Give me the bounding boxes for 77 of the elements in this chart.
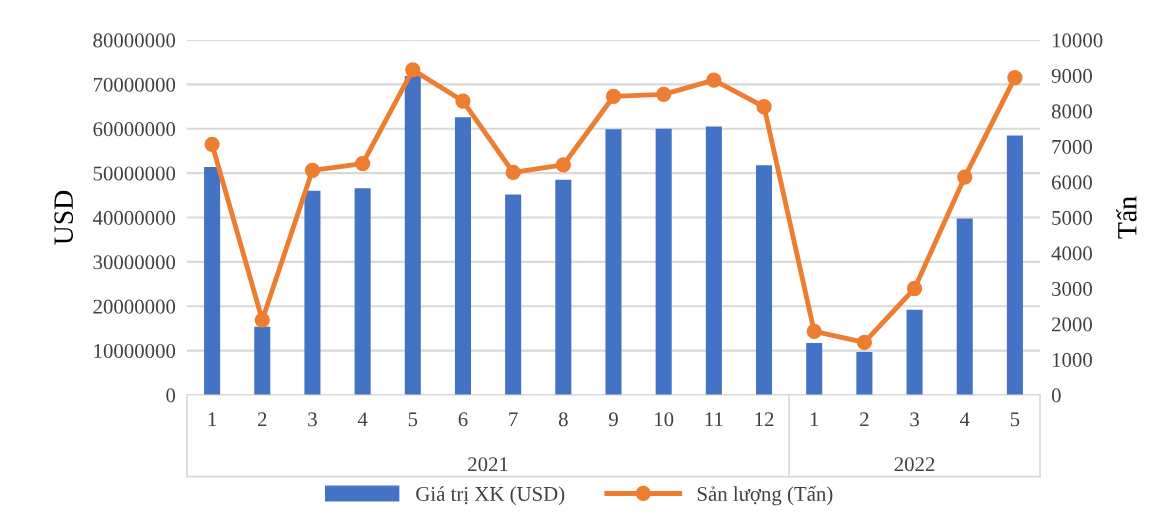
point [756, 99, 772, 115]
y-tick-label: 30000000 [93, 255, 176, 270]
y-tick-label: 20000000 [93, 299, 176, 314]
bar [906, 309, 923, 395]
bar [705, 126, 722, 395]
y2-tick-label: 9000 [1051, 68, 1092, 83]
text: 2021 [468, 457, 508, 472]
x-tick-label: 5 [1010, 412, 1020, 427]
x-tick-label: 2 [860, 412, 869, 427]
point [1007, 69, 1023, 86]
point [806, 323, 822, 340]
y-tick-label: 0 [166, 388, 176, 403]
bar [304, 190, 321, 395]
bar [404, 75, 421, 395]
x-tick-label: 5 [408, 412, 418, 427]
y-tick-label: 40000000 [92, 210, 176, 225]
point [304, 162, 321, 178]
bar [806, 343, 823, 395]
y-tick-label: 80000000 [93, 33, 176, 48]
x-tick-label: 9 [608, 412, 618, 427]
bar [254, 326, 271, 395]
point [906, 280, 923, 297]
point [856, 334, 873, 351]
point [656, 86, 672, 102]
y2-tick-label: 1000 [1052, 352, 1092, 367]
point [555, 157, 571, 173]
legend-label: Sản lượng (Tấn) [697, 485, 833, 506]
point [354, 155, 371, 172]
bar [956, 218, 973, 395]
point [405, 62, 421, 78]
point [957, 169, 973, 185]
point [204, 136, 220, 153]
y2-axis-title: Tấn [1116, 196, 1137, 239]
y2-tick-label: 4000 [1051, 246, 1092, 261]
y2-tick-label: 7000 [1052, 139, 1092, 154]
x-tick-label: 11 [705, 412, 723, 427]
x-tick-label: 1 [810, 412, 819, 427]
bar [505, 194, 522, 395]
x-tick-label: 4 [959, 412, 970, 427]
y2-tick-label: 8000 [1051, 104, 1092, 119]
point [706, 72, 722, 88]
x-tick-label: 3 [910, 412, 919, 427]
x-tick-label: 4 [357, 412, 368, 427]
point [505, 164, 521, 181]
y-tick-label: 60000000 [93, 122, 176, 137]
bar [756, 165, 773, 395]
y-axis-title: USD [54, 190, 74, 245]
x-tick-label: 3 [308, 412, 317, 427]
y-tick-label: 50000000 [93, 166, 176, 181]
y-tick-label: 70000000 [93, 77, 176, 92]
bar [555, 179, 572, 395]
bar [204, 166, 221, 395]
bar [1006, 135, 1023, 395]
y2-tick-label: 10000 [1052, 33, 1103, 48]
legend-label: Giá trị XK (USD) [416, 486, 565, 506]
y2-tick-label: 3000 [1052, 281, 1092, 296]
y2-tick-label: 5000 [1052, 210, 1092, 225]
x-tick-label: 10 [655, 412, 674, 427]
x-tick-label: 12 [755, 412, 774, 427]
text: 2022 [894, 457, 935, 472]
point [605, 88, 622, 105]
point [254, 312, 270, 328]
y2-tick-label: 2000 [1052, 317, 1092, 332]
bar [856, 351, 873, 395]
x-tick-label: 8 [558, 412, 568, 427]
x-tick-label: 6 [458, 412, 468, 427]
y2-tick-label: 6000 [1052, 175, 1092, 190]
x-tick-label: 7 [509, 412, 518, 427]
x-tick-label: 2 [257, 412, 267, 427]
x-tick-label: 1 [208, 412, 217, 427]
y-tick-label: 10000000 [94, 344, 176, 359]
y2-tick-label: 0 [1051, 388, 1061, 403]
bar [655, 128, 672, 395]
bar [605, 129, 622, 395]
bar [454, 117, 471, 395]
point [455, 93, 471, 109]
bar [354, 188, 371, 395]
